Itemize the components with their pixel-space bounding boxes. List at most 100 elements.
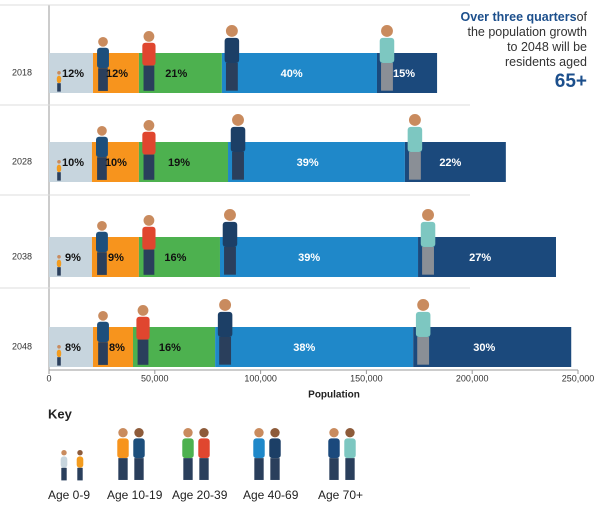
person-body — [420, 221, 436, 247]
bar-segment — [49, 142, 92, 182]
bar-segment — [49, 327, 94, 367]
person-body — [142, 226, 156, 250]
x-tick-label: 100,000 — [244, 373, 277, 383]
person-illustration — [269, 428, 281, 480]
person-legs — [345, 458, 355, 480]
person-legs — [57, 357, 61, 366]
person-body — [182, 438, 194, 459]
person-head — [143, 31, 155, 42]
person-illustration — [407, 114, 423, 180]
person-head — [98, 311, 108, 321]
person-illustration — [217, 299, 233, 365]
person-illustration — [420, 209, 436, 275]
person-illustration — [96, 221, 108, 275]
person-legs — [417, 336, 430, 365]
y-tick-label: 2038 — [12, 251, 32, 261]
person-head — [329, 428, 339, 438]
person-illustration — [379, 25, 395, 91]
person-head — [422, 209, 434, 221]
person-body — [222, 221, 238, 247]
person-legs — [98, 342, 108, 365]
person-head — [417, 299, 430, 311]
person-illustration — [224, 25, 240, 91]
person-legs — [77, 467, 83, 481]
legend-item: Age 20-39 — [172, 428, 228, 502]
person-illustration — [56, 71, 62, 92]
annotation-bold: Over three quarters — [460, 10, 577, 24]
person-head — [225, 25, 238, 37]
person-head — [270, 428, 280, 438]
data-label: 9% — [65, 252, 81, 264]
person-body — [379, 37, 395, 63]
person-head — [118, 428, 128, 438]
person-head — [57, 71, 61, 75]
data-label: 12% — [62, 68, 84, 80]
data-label: 39% — [297, 157, 319, 169]
person-head — [143, 120, 155, 131]
person-body — [97, 47, 109, 69]
data-label: 8% — [65, 342, 81, 354]
legend-item: Age 70+ — [318, 428, 363, 502]
person-body — [198, 438, 210, 459]
person-body — [136, 316, 150, 340]
data-label: 22% — [439, 157, 461, 169]
person-body — [60, 456, 68, 468]
person-body — [56, 75, 62, 84]
bar-segment — [413, 327, 572, 367]
person-body — [56, 259, 62, 268]
person-legs — [143, 65, 155, 91]
person-illustration — [97, 37, 109, 91]
person-illustration — [344, 428, 356, 480]
person-illustration — [142, 215, 156, 275]
person-head — [61, 450, 67, 456]
person-head — [345, 428, 355, 438]
person-legs — [137, 339, 149, 365]
person-illustration — [56, 345, 62, 366]
person-head — [143, 215, 155, 226]
person-illustration — [142, 31, 156, 91]
y-tick-label: 2048 — [12, 341, 32, 351]
data-label: 39% — [298, 252, 320, 264]
person-body — [217, 311, 233, 337]
person-illustration — [230, 114, 246, 180]
data-label: 15% — [393, 68, 415, 80]
person-illustration — [96, 126, 108, 180]
data-label: 16% — [159, 342, 181, 354]
person-illustration — [60, 450, 68, 481]
person-legs — [57, 83, 61, 92]
legend-title: Key — [48, 406, 73, 421]
person-legs — [97, 252, 107, 275]
person-legs — [97, 157, 107, 180]
person-illustration — [253, 428, 265, 480]
person-legs — [270, 458, 280, 480]
person-legs — [57, 267, 61, 276]
person-illustration — [415, 299, 431, 365]
person-body — [76, 456, 84, 468]
person-head — [137, 305, 149, 316]
person-head — [97, 126, 107, 136]
person-legs — [422, 246, 434, 275]
legend-label: Age 40-69 — [243, 488, 299, 502]
annotation-highlight: 65+ — [554, 71, 587, 92]
bar-segment — [221, 53, 377, 93]
person-body — [56, 349, 62, 358]
person-legs — [224, 246, 236, 275]
person-head — [57, 254, 61, 259]
data-label: 8% — [109, 342, 125, 354]
person-illustration — [136, 305, 150, 365]
person-illustration — [328, 428, 340, 480]
legend-item: Age 10-19 — [107, 428, 163, 502]
person-body — [230, 126, 246, 152]
person-head — [254, 428, 264, 438]
person-body — [97, 321, 109, 343]
person-legs — [118, 458, 128, 480]
person-body — [407, 126, 423, 152]
x-axis-label: Population — [308, 390, 360, 401]
data-label: 10% — [105, 157, 127, 169]
person-head — [232, 114, 244, 126]
person-body — [133, 438, 145, 459]
person-head — [77, 450, 83, 456]
annotation-text: of the population growth to 2048 will be… — [467, 10, 587, 69]
data-label: 30% — [473, 342, 495, 354]
